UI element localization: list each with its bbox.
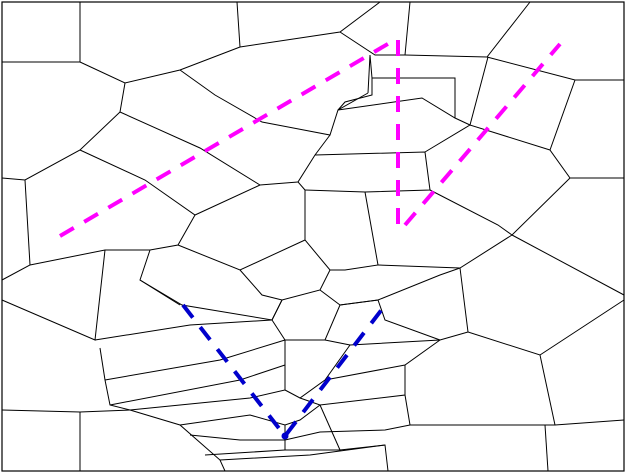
cell-edge	[544, 424, 549, 472]
cell-edge	[99, 347, 131, 411]
cell-edge	[339, 1, 411, 56]
cell-edge	[94, 319, 273, 341]
cell-edge	[549, 79, 624, 179]
cell-edge	[189, 424, 411, 441]
cell-edge	[297, 134, 331, 191]
cell-edge	[219, 444, 386, 461]
cell-edge	[424, 124, 551, 153]
cell-edge	[119, 111, 299, 186]
magenta-stroke-left	[58, 36, 400, 238]
stroke-overlays	[58, 36, 562, 440]
cell-edge	[129, 365, 286, 411]
cell-edge	[429, 177, 571, 236]
cell-edge	[304, 190, 379, 271]
cell-edge	[511, 234, 625, 296]
cell-edge	[104, 339, 286, 381]
cell-edge	[319, 404, 341, 451]
cell-edge	[337, 56, 489, 126]
cell-edge	[337, 78, 373, 111]
cell-edge	[404, 354, 556, 426]
cell-edge	[109, 340, 286, 406]
cell-edge	[179, 69, 369, 136]
magenta-stroke-right	[403, 42, 562, 227]
cell-edge	[129, 409, 226, 472]
cell-edge	[459, 267, 625, 356]
blue-v-vertex	[281, 432, 289, 440]
cell-edge	[79, 149, 261, 216]
cell-edge	[339, 299, 441, 341]
cell-edge	[554, 419, 625, 426]
cell-edge	[239, 1, 381, 48]
